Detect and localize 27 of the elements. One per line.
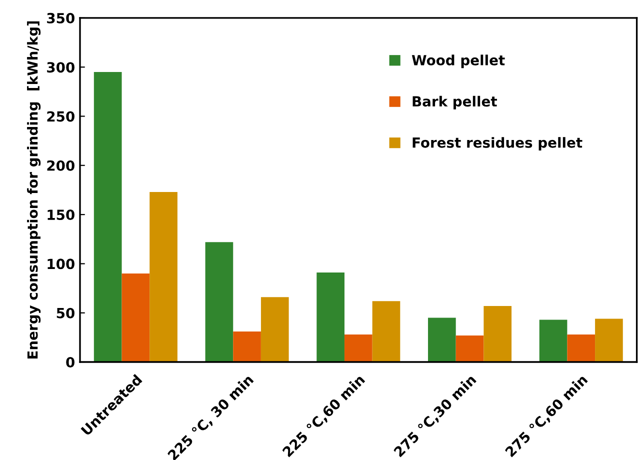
bar (94, 72, 122, 362)
y-tick-label: 300 (47, 62, 74, 73)
y-tick-label: 250 (47, 111, 74, 122)
bar (316, 272, 344, 362)
bar (344, 334, 372, 362)
bar (260, 297, 289, 362)
bar (372, 301, 400, 362)
y-tick-label: 50 (56, 308, 74, 318)
bar (484, 306, 512, 362)
bar (567, 334, 596, 362)
legend-label: Forest residues pellet (412, 137, 582, 151)
y-tick-label: 200 (47, 160, 74, 171)
bar (233, 332, 261, 362)
y-tick-label: 100 (48, 258, 74, 270)
bar (539, 320, 568, 362)
bar (122, 274, 150, 362)
legend-label: Wood pellet (412, 54, 505, 68)
y-tick-label: 0 (66, 356, 74, 368)
y-axis-title: Energy consumption for grinding [kWh/kg] (27, 21, 41, 359)
legend-label: Bark pellet (412, 96, 497, 110)
bar (205, 242, 234, 362)
bar (456, 335, 484, 362)
bar (150, 192, 178, 362)
y-tick-label: 350 (47, 12, 74, 24)
bar (595, 318, 623, 362)
y-tick-label: 150 (48, 210, 74, 220)
bar (428, 318, 456, 362)
